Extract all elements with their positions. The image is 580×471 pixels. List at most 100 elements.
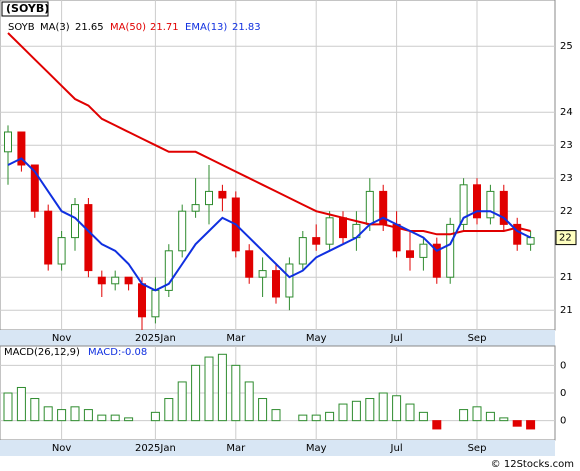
last-price-label: 22: [559, 233, 572, 244]
line-series: [7, 157, 532, 292]
candle-body: [124, 276, 133, 285]
macd-bar: [124, 417, 134, 422]
legend-symbol: SOYB: [8, 22, 35, 33]
x-tick-label: Sep: [468, 443, 487, 454]
x-tick-label: Sep: [468, 333, 487, 344]
macd-bar: [244, 381, 254, 422]
candle-body: [499, 190, 508, 225]
candle-body: [473, 184, 481, 219]
macd-bar: [191, 364, 201, 422]
macd-bar: [298, 414, 308, 422]
y-tick-label: 0: [560, 360, 566, 371]
legend-ma3-value: 21.65: [75, 22, 104, 33]
candle-body: [258, 270, 267, 278]
macd-bar: [83, 409, 93, 422]
candle-body: [272, 270, 280, 298]
macd-bar: [204, 356, 214, 422]
last-price-box: [555, 230, 577, 246]
macd-bar: [43, 406, 53, 422]
macd-bar: [485, 411, 495, 422]
macd-bar: [311, 414, 321, 422]
macd-bar: [459, 409, 469, 422]
candle-body: [111, 276, 120, 285]
y-tick-label: 25: [560, 41, 573, 52]
macd-title: MACD(26,12,9): [4, 347, 80, 358]
macd-bar: [217, 353, 227, 422]
y-tick-label: 24: [560, 107, 573, 118]
candle-body: [365, 190, 374, 225]
candle-body: [446, 223, 455, 278]
macd-bar: [97, 414, 107, 422]
candle-body: [17, 131, 26, 166]
macd-bar: [432, 420, 442, 430]
y-tick-label: 21: [560, 272, 573, 283]
candle-body: [245, 250, 254, 278]
candle-body: [44, 210, 53, 265]
macd-bar: [164, 398, 174, 422]
y-tick-label: 21: [560, 305, 573, 316]
line-series: [7, 32, 531, 236]
candle-body: [84, 204, 93, 272]
candle-body: [285, 263, 294, 298]
candle-body: [298, 237, 307, 265]
y-tick-label: 23: [560, 173, 573, 184]
legend-ema13: EMA(13): [185, 22, 227, 33]
x-tick-label: Nov: [52, 443, 72, 454]
candle-body: [406, 250, 414, 258]
macd-bar: [271, 409, 281, 422]
macd-bar: [231, 364, 241, 422]
candle-body: [526, 237, 535, 245]
candle-body: [486, 190, 495, 219]
legend-ema13-value: 21.83: [232, 22, 261, 33]
macd-bar: [405, 403, 415, 422]
x-tick-label: 2025Jan: [135, 333, 176, 344]
candle-body: [218, 190, 227, 199]
x-tick-label: Nov: [52, 333, 72, 344]
candle-body: [164, 250, 173, 291]
marks: 22: [3, 32, 577, 430]
macd-bar: [258, 398, 268, 422]
candle-body: [97, 276, 106, 285]
candle-body: [151, 289, 160, 318]
x-tick-label: 2025Jan: [135, 443, 176, 454]
candle-body: [325, 217, 334, 245]
candle-body: [191, 204, 200, 212]
y-tick-label: 0: [560, 388, 566, 399]
candle-body: [339, 217, 347, 239]
macd-bar: [110, 414, 120, 422]
x-tick-label: Jul: [390, 333, 403, 344]
chart-title: (SOYB): [6, 2, 49, 15]
macd-bar: [365, 398, 375, 422]
macd-bar: [472, 406, 482, 422]
y-tick-label: 22: [560, 206, 573, 217]
macd-bar: [3, 392, 13, 422]
macd-bar: [499, 417, 509, 422]
date-strip: [0, 440, 555, 456]
candle-body: [513, 223, 522, 245]
x-tick-label: Mar: [226, 333, 246, 344]
macd-bar: [351, 400, 361, 422]
candle-body: [138, 283, 146, 318]
macd-value: MACD:-0.08: [88, 347, 147, 358]
title-box: [1, 1, 49, 17]
x-tick-label: May: [306, 333, 327, 344]
legend-ma50: MA(50): [110, 22, 146, 33]
grid: 21 21 22 23 23 24 25 0 0 0 Nov Nov 2025Jan 2025Jan Mar…: [0, 0, 573, 454]
candle-body: [57, 237, 66, 265]
macd-bar: [378, 392, 388, 422]
y-tick-label: 0: [560, 416, 566, 427]
macd-bar: [150, 411, 160, 422]
macd-bar: [512, 420, 522, 427]
x-tick-label: Mar: [226, 443, 246, 454]
candle-body: [419, 243, 428, 258]
footer: © 12Stocks.com: [491, 459, 574, 470]
macd-bar: [177, 381, 187, 422]
candle-body: [205, 190, 213, 206]
candle-body: [178, 210, 187, 252]
macd-bar: [526, 420, 536, 430]
macd-bar: [392, 395, 402, 422]
candle-body: [459, 184, 468, 225]
legend-ma3: MA(3): [40, 22, 70, 33]
macd-bar: [30, 398, 40, 422]
